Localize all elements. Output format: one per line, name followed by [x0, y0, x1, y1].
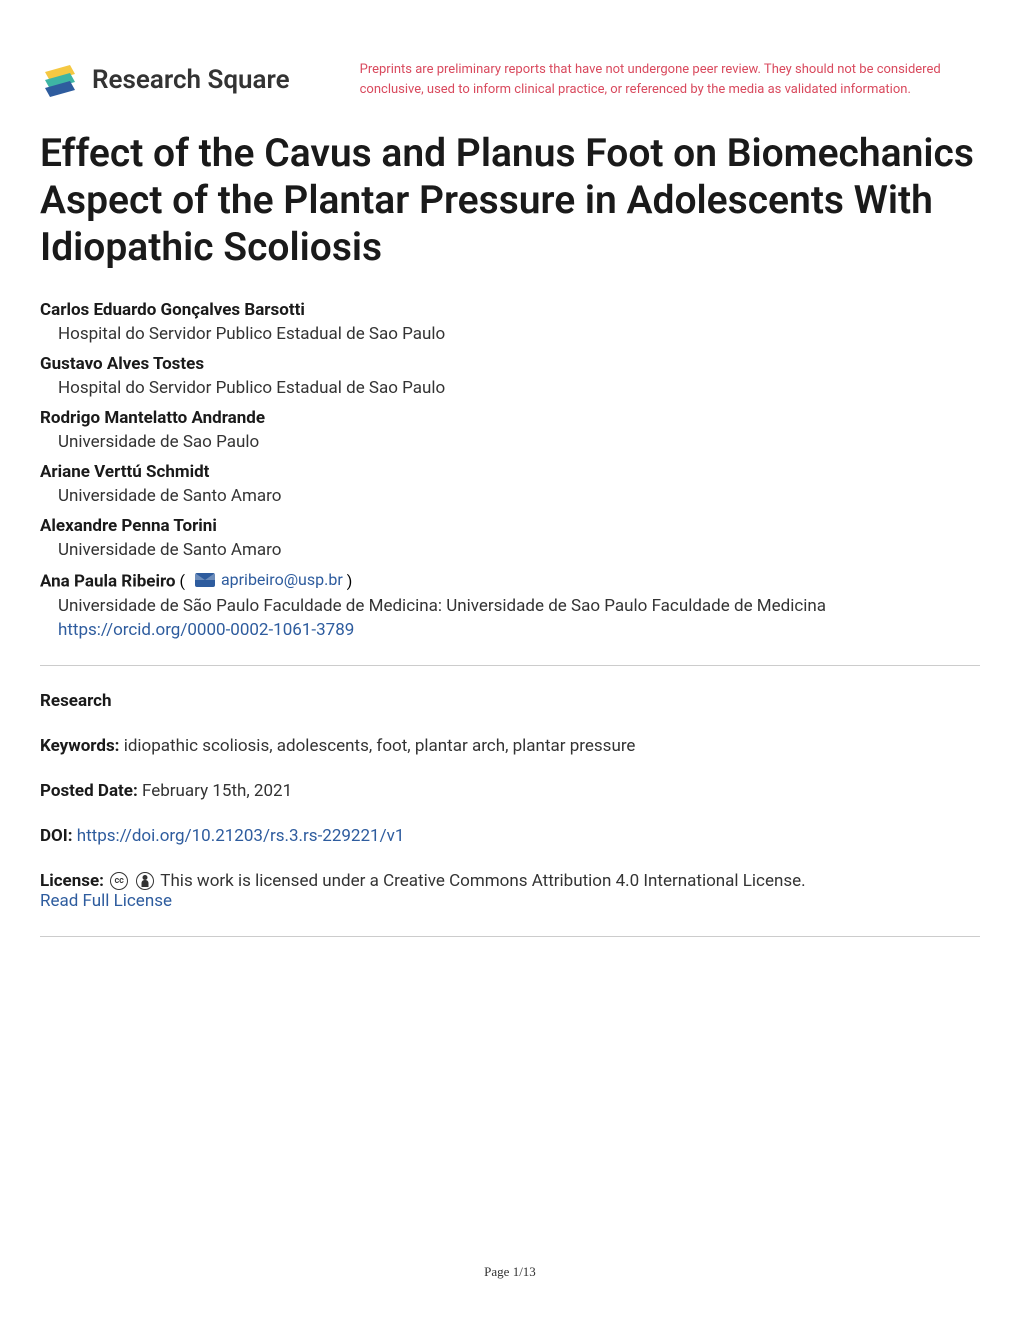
section-divider: [40, 665, 980, 666]
author-name: Carlos Eduardo Gonçalves Barsotti: [40, 300, 305, 320]
author-affiliation: Universidade de Sao Paulo: [40, 432, 980, 452]
logo-text: Research Square: [92, 65, 290, 95]
cc-icon: [110, 872, 128, 890]
orcid-link[interactable]: https://orcid.org/0000-0002-1061-3789: [58, 620, 354, 640]
license-row: License: This work is licensed under a C…: [40, 871, 980, 911]
author-affiliation: Hospital do Servidor Publico Estadual de…: [40, 378, 980, 398]
author-affiliation: Hospital do Servidor Publico Estadual de…: [40, 324, 980, 344]
keywords-row: Keywords: idiopathic scoliosis, adolesce…: [40, 736, 980, 756]
corresponding-author-block: Ana Paula Ribeiro ( apribeiro@usp.br ) U…: [40, 570, 980, 640]
corresponding-email-link[interactable]: apribeiro@usp.br: [189, 570, 343, 589]
author-block: Gustavo Alves Tostes Hospital do Servido…: [40, 354, 980, 398]
license-text: This work is licensed under a Creative C…: [160, 871, 805, 891]
author-block: Rodrigo Mantelatto Andrande Universidade…: [40, 408, 980, 452]
author-name: Alexandre Penna Torini: [40, 516, 217, 536]
doi-label: DOI:: [40, 826, 73, 846]
author-name: Ariane Verttú Schmidt: [40, 462, 209, 482]
author-name: Gustavo Alves Tostes: [40, 354, 204, 374]
page-number: Page 1/13: [0, 1264, 1020, 1280]
doi-link[interactable]: https://doi.org/10.21203/rs.3.rs-229221/…: [77, 826, 405, 846]
author-block: Ariane Verttú Schmidt Universidade de Sa…: [40, 462, 980, 506]
email-icon: [195, 573, 215, 587]
author-affiliation: Universidade de São Paulo Faculdade de M…: [40, 596, 980, 616]
keywords-value: idiopathic scoliosis, adolescents, foot,…: [124, 736, 636, 756]
author-name: Ana Paula Ribeiro: [40, 572, 176, 592]
article-title: Effect of the Cavus and Planus Foot on B…: [40, 130, 980, 270]
license-label: License:: [40, 871, 104, 891]
license-link[interactable]: Read Full License: [40, 891, 172, 911]
author-affiliation: Universidade de Santo Amaro: [40, 540, 980, 560]
article-type: Research: [40, 691, 980, 711]
author-affiliation: Universidade de Santo Amaro: [40, 486, 980, 506]
cc-by-icon: [136, 872, 154, 890]
research-square-logo-icon: [40, 60, 80, 100]
doi-row: DOI: https://doi.org/10.21203/rs.3.rs-22…: [40, 826, 980, 846]
email-wrapper-close: ): [347, 572, 353, 591]
author-block: Carlos Eduardo Gonçalves Barsotti Hospit…: [40, 300, 980, 344]
page-header: Research Square Preprints are preliminar…: [40, 60, 980, 100]
email-address: apribeiro@usp.br: [221, 570, 343, 589]
author-block: Alexandre Penna Torini Universidade de S…: [40, 516, 980, 560]
orcid-link-wrapper: https://orcid.org/0000-0002-1061-3789: [40, 620, 980, 640]
posted-date-value: February 15th, 2021: [142, 781, 292, 801]
author-name: Rodrigo Mantelatto Andrande: [40, 408, 265, 428]
email-wrapper: (: [179, 572, 188, 591]
logo-section: Research Square: [40, 60, 290, 100]
keywords-label: Keywords:: [40, 736, 119, 756]
disclaimer-text: Preprints are preliminary reports that h…: [360, 60, 980, 99]
section-divider: [40, 936, 980, 937]
authors-section: Carlos Eduardo Gonçalves Barsotti Hospit…: [40, 300, 980, 640]
posted-date-label: Posted Date:: [40, 781, 138, 801]
posted-date-row: Posted Date: February 15th, 2021: [40, 781, 980, 801]
